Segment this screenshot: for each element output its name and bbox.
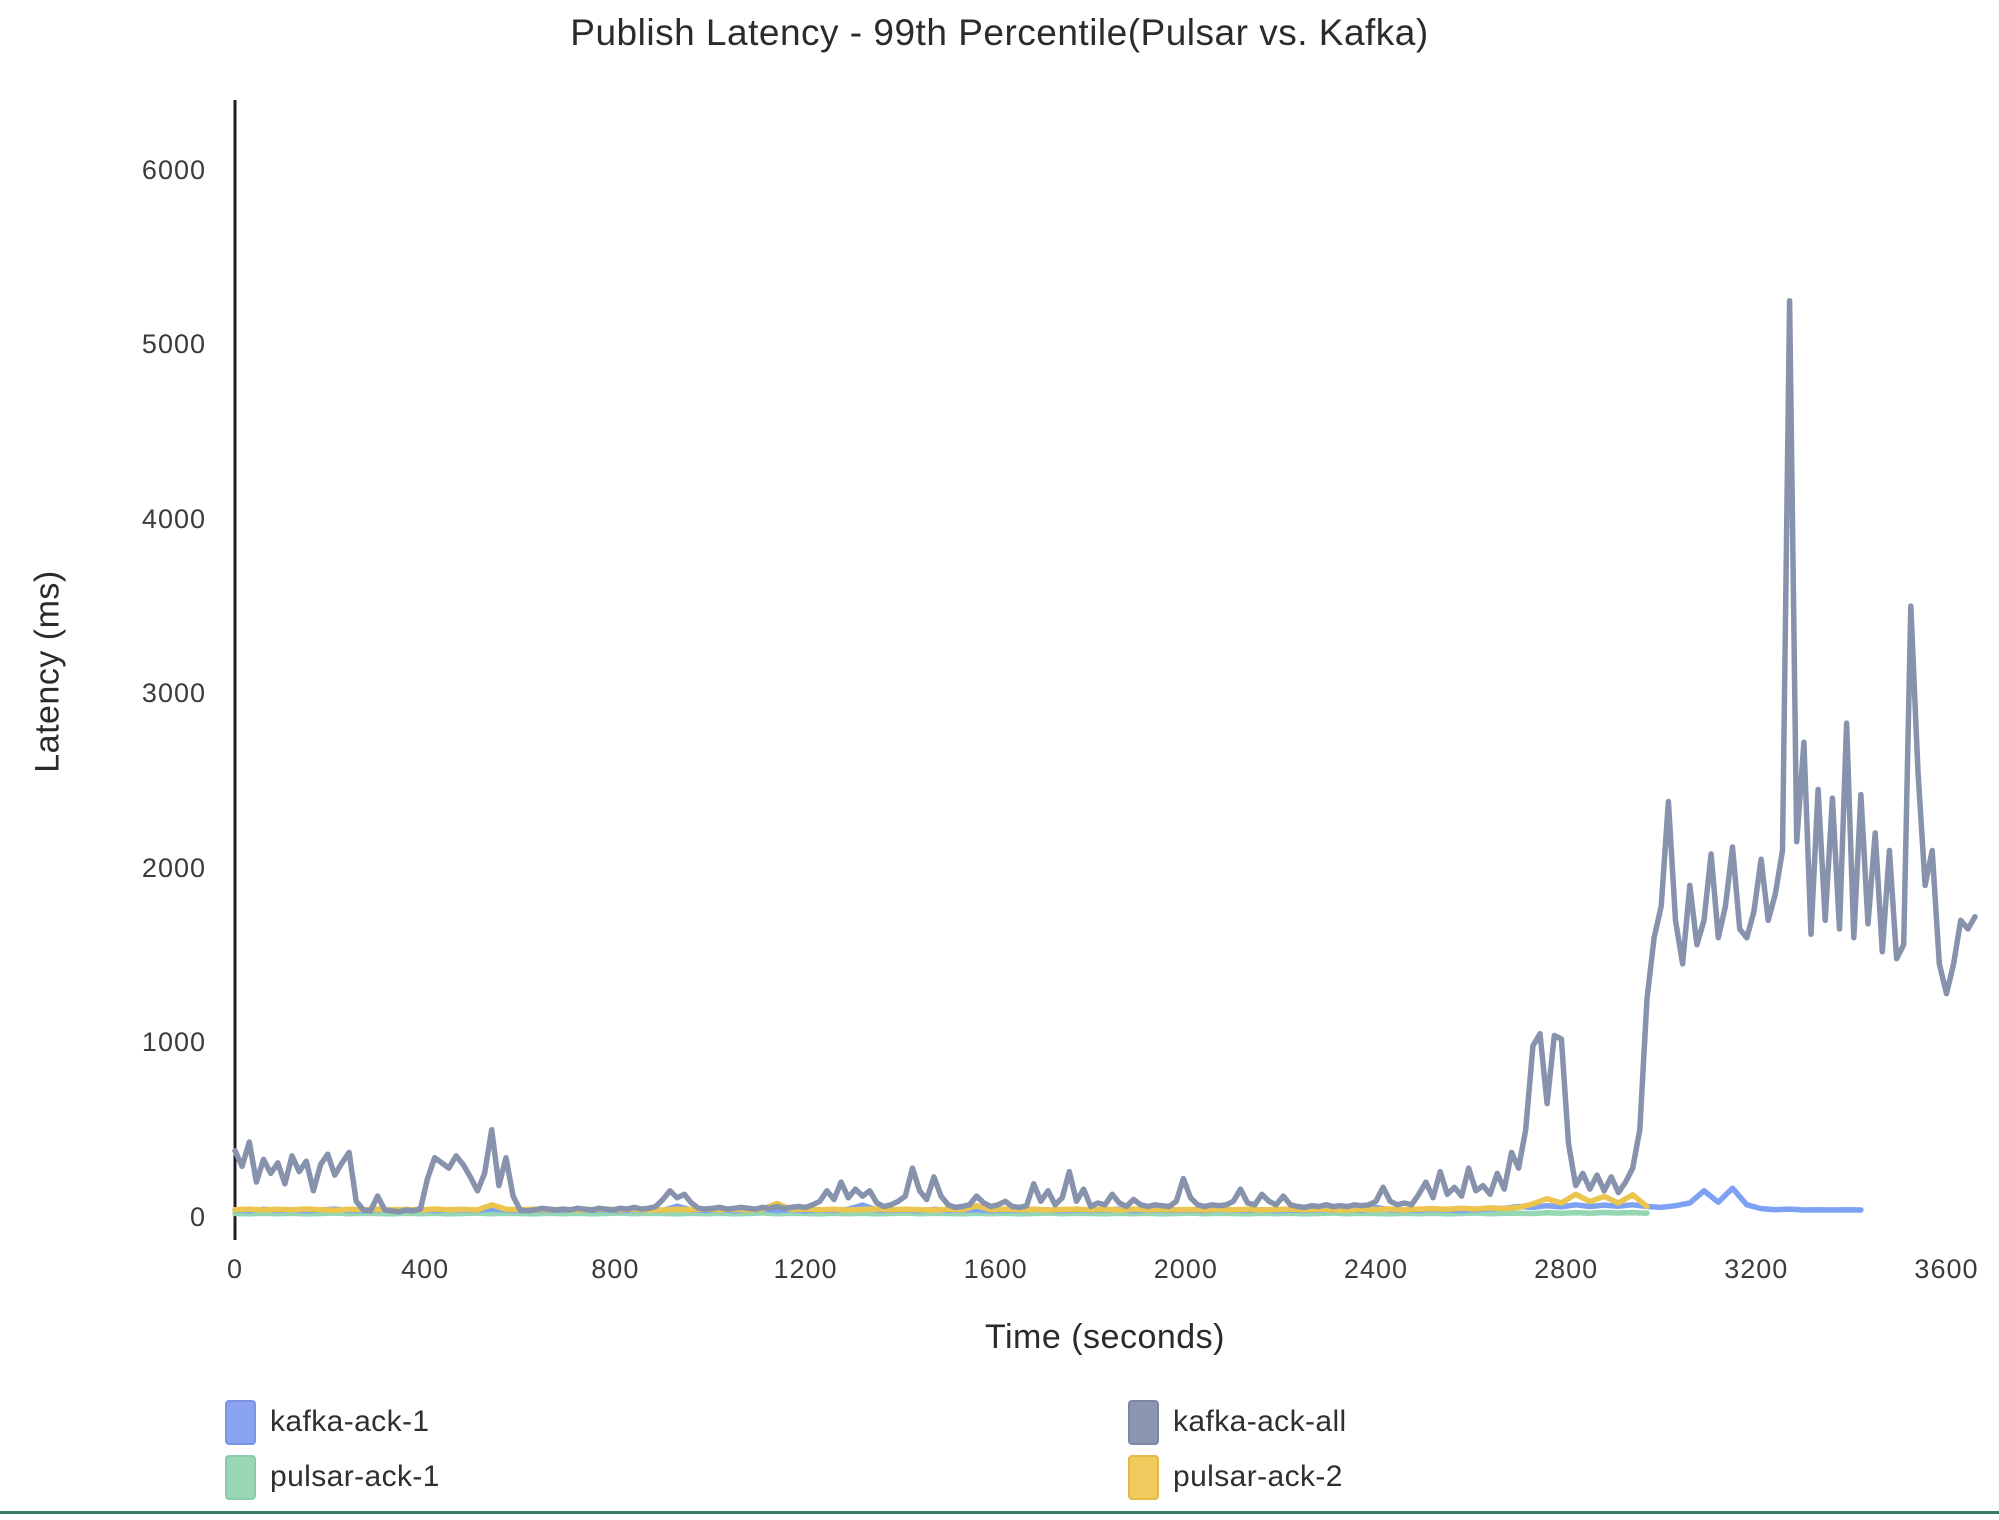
x-tick-label: 2800 xyxy=(1534,1254,1599,1284)
chart-title: Publish Latency - 99th Percentile(Pulsar… xyxy=(570,12,1429,53)
x-tick-label: 3600 xyxy=(1914,1254,1979,1284)
series-line-kafka-ack-all xyxy=(232,297,1978,1215)
bottom-border-strip xyxy=(0,1511,1999,1514)
y-tick-label: 1000 xyxy=(141,1027,206,1058)
y-tick-label: 5000 xyxy=(141,329,206,360)
legend-label: pulsar-ack-1 xyxy=(270,1460,440,1493)
x-tick-label: 2000 xyxy=(1153,1254,1218,1284)
y-tick-label: 3000 xyxy=(141,678,206,709)
legend-label: kafka-ack-all xyxy=(1173,1405,1347,1438)
legend-swatch-kafka-ack-1 xyxy=(225,1399,256,1445)
x-tick-label: 0 xyxy=(226,1254,244,1284)
y-tick-label: 6000 xyxy=(141,154,206,185)
series-line-pulsar-ack-1 xyxy=(232,1209,1650,1217)
legend-item-kafka-ack-1: kafka-ack-1 xyxy=(225,1398,429,1446)
x-tick-label: 2400 xyxy=(1343,1254,1408,1284)
x-axis-title: Time (seconds) xyxy=(984,1318,1226,1356)
x-tick-label: 3200 xyxy=(1724,1254,1789,1284)
legend-item-kafka-ack-all: kafka-ack-all xyxy=(1128,1398,1347,1446)
legend-swatch-pulsar-ack-2 xyxy=(1128,1454,1159,1500)
legend-swatch-pulsar-ack-1 xyxy=(225,1454,256,1500)
legend-item-pulsar-ack-2: pulsar-ack-2 xyxy=(1128,1453,1343,1501)
y-tick-label: 0 xyxy=(189,1202,206,1232)
series-line-pulsar-ack-2 xyxy=(232,1191,1650,1213)
legend-swatch-kafka-ack-all xyxy=(1128,1399,1159,1445)
x-tick-label: 1600 xyxy=(963,1254,1028,1284)
x-tick-label: 800 xyxy=(591,1254,640,1284)
chart-legend: kafka-ack-1 pulsar-ack-1 kafka-ack-all p… xyxy=(0,1398,1999,1510)
x-tick-label: 1200 xyxy=(773,1254,838,1284)
legend-label: pulsar-ack-2 xyxy=(1173,1460,1343,1493)
y-tick-label: 2000 xyxy=(141,852,206,883)
legend-item-pulsar-ack-1: pulsar-ack-1 xyxy=(225,1453,440,1501)
x-tick-label: 400 xyxy=(401,1254,450,1284)
y-tick-label: 4000 xyxy=(141,503,206,534)
legend-label: kafka-ack-1 xyxy=(270,1405,430,1438)
